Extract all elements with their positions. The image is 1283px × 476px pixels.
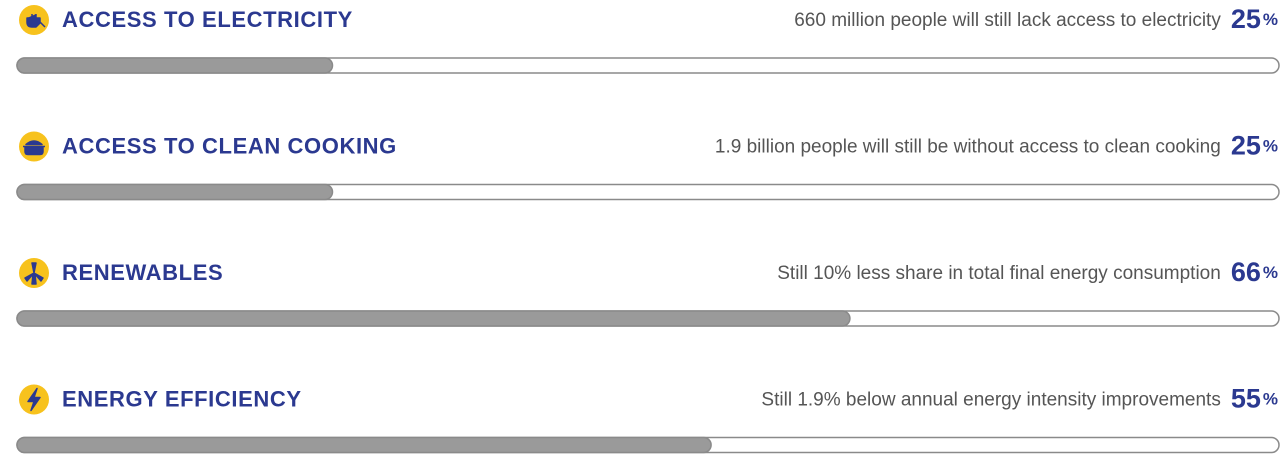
row-title: ENERGY EFFICIENCY <box>62 386 302 411</box>
value-label: 66 <box>1231 257 1261 287</box>
unit-label: % <box>1263 390 1278 409</box>
unit-label: % <box>1263 137 1278 156</box>
unit-label: % <box>1263 10 1278 29</box>
row: ENERGY EFFICIENCY Still 1.9% below annual… <box>16 384 1280 454</box>
bar <box>16 436 712 454</box>
icon <box>19 131 49 162</box>
row-label: Still 1.9% below annual energy intensity… <box>761 384 1278 414</box>
row: ACCESS TO ELECTRICITY 660 million people … <box>16 4 1280 74</box>
bar <box>16 310 851 327</box>
icon-glyph <box>24 262 44 285</box>
description: Still 10% less share in total final ener… <box>777 263 1221 284</box>
row: RENEWABLES Still 10% less share in total … <box>16 257 1280 327</box>
row-label: 1.9 billion people will still be without… <box>715 131 1278 161</box>
row: ACCESS TO CLEAN COOKING 1.9 billion peopl… <box>16 131 1280 201</box>
value-label: 25 <box>1231 4 1261 34</box>
row-title: ACCESS TO ELECTRICITY <box>62 7 353 32</box>
row-label: 660 million people will still lack acces… <box>794 4 1278 34</box>
icon <box>19 5 49 35</box>
value-label: 55 <box>1231 384 1261 414</box>
value-label: 25 <box>1231 131 1261 161</box>
icon-glyph <box>23 140 45 156</box>
row-title: ACCESS TO CLEAN COOKING <box>62 133 397 158</box>
bar <box>16 183 334 201</box>
row-label: Still 10% less share in total final ener… <box>777 257 1278 287</box>
icon-glyph <box>27 387 41 412</box>
description: 1.9 billion people will still be without… <box>715 137 1221 158</box>
icon-glyph <box>26 14 46 28</box>
row-title: RENEWABLES <box>62 260 223 285</box>
description: Still 1.9% below annual energy intensity… <box>761 390 1220 411</box>
unit-label: % <box>1263 263 1278 282</box>
icon <box>19 384 49 415</box>
description: 660 million people will still lack acces… <box>794 10 1221 31</box>
icon <box>19 258 49 288</box>
bar <box>16 57 334 74</box>
